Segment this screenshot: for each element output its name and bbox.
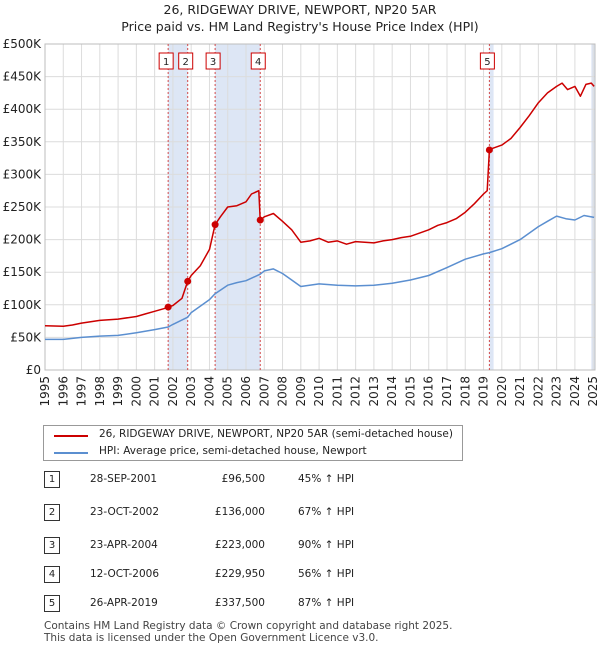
x-tick-label: 2018 — [458, 376, 472, 407]
table-row: 5 26-APR-2019 £337,500 87% ↑ HPI — [0, 594, 600, 614]
x-tick-label: 2020 — [495, 376, 509, 407]
sale-label-number: 1 — [163, 57, 169, 68]
y-tick-label: £200K — [3, 233, 43, 247]
y-tick-label: £300K — [3, 167, 43, 181]
table-row: 3 23-APR-2004 £223,000 90% ↑ HPI — [0, 536, 600, 556]
sale-label-number: 2 — [183, 57, 189, 68]
x-tick-label: 2010 — [312, 376, 326, 407]
x-tick-label: 2012 — [349, 376, 363, 407]
x-tick-label: 1997 — [75, 376, 89, 407]
sale-hpi-change: 45% ↑ HPI — [298, 473, 355, 485]
x-tick-label: 2002 — [166, 376, 180, 407]
sale-date: 26-APR-2019 — [90, 597, 158, 609]
footer-copyright: Contains HM Land Registry data © Crown c… — [44, 620, 453, 632]
sale-label-box — [158, 52, 174, 70]
x-tick-label: 1996 — [56, 376, 70, 407]
y-tick-label: £250K — [3, 200, 43, 214]
table-row: 2 23-OCT-2002 £136,000 67% ↑ HPI — [0, 503, 600, 523]
x-tick-label: 1999 — [111, 376, 125, 407]
hpi-line — [45, 214, 595, 341]
legend-property-label: 26, RIDGEWAY DRIVE, NEWPORT, NP20 5AR (s… — [99, 428, 453, 440]
sale-date: 23-APR-2004 — [90, 539, 158, 551]
sale-label-box — [178, 52, 194, 70]
table-row: 1 28-SEP-2001 £96,500 45% ↑ HPI — [0, 470, 600, 490]
x-tick-label: 2016 — [422, 376, 436, 407]
legend-property-swatch — [54, 435, 88, 437]
sale-hpi-change: 56% ↑ HPI — [298, 568, 355, 580]
sale-number: 1 — [44, 471, 60, 488]
plot-area: £0 £50K £100K £150K £200K £250K £300K £350K £400… — [3, 37, 600, 407]
sale-hpi-change: 67% ↑ HPI — [298, 506, 355, 518]
sale-point — [164, 303, 172, 311]
x-tick-label: 2023 — [550, 376, 564, 407]
plot-border — [44, 43, 596, 371]
x-tick-label: 2014 — [385, 376, 399, 407]
sale-point — [211, 221, 219, 229]
x-tick-label: 2007 — [257, 376, 271, 407]
sale-number: 2 — [44, 504, 60, 521]
x-tick-label: 2001 — [148, 376, 162, 407]
sale-date: 28-SEP-2001 — [90, 473, 158, 485]
y-tick-label: £0 — [26, 363, 41, 377]
legend: 26, RIDGEWAY DRIVE, NEWPORT, NP20 5AR (s… — [43, 425, 463, 461]
sale-number: 4 — [44, 566, 60, 583]
price-chart: 26, RIDGEWAY DRIVE, NEWPORT, NP20 5AR Pr… — [3, 2, 600, 407]
sale-label-number: 5 — [484, 57, 490, 68]
x-tick-label: 1998 — [93, 376, 107, 407]
sale-label-box — [205, 52, 221, 70]
legend-hpi-label: HPI: Average price, semi-detached house,… — [99, 445, 367, 457]
sale-label-number: 3 — [210, 57, 216, 68]
y-tick-label: £150K — [3, 265, 43, 279]
x-tick-label: 2024 — [568, 376, 582, 407]
sale-price: £337,500 — [214, 597, 265, 609]
x-tick-label: 2003 — [184, 376, 198, 407]
y-tick-label: £350K — [3, 135, 43, 149]
sale-date: 23-OCT-2002 — [90, 506, 159, 518]
sale-price: £229,950 — [214, 568, 265, 580]
x-tick-label: 2022 — [531, 376, 545, 407]
sale-hpi-change: 87% ↑ HPI — [298, 597, 355, 609]
sale-point — [485, 146, 493, 154]
x-tick-label: 2011 — [330, 376, 344, 407]
x-tick-label: 2006 — [239, 376, 253, 407]
sale-point — [184, 277, 192, 285]
footer-license: This data is licensed under the Open Gov… — [44, 632, 379, 644]
sale-date: 12-OCT-2006 — [90, 568, 159, 580]
footer-attribution: Contains HM Land Registry data © Crown c… — [44, 620, 452, 644]
property-price-line — [44, 82, 595, 328]
x-tick-label: 2005 — [221, 376, 235, 407]
sale-price: £136,000 — [214, 506, 265, 518]
x-tick-label: 2000 — [129, 376, 143, 407]
sale-price: £223,000 — [214, 539, 265, 551]
y-tick-label: £450K — [3, 70, 43, 84]
x-tick-label: 2008 — [276, 376, 290, 407]
x-tick-label: 2019 — [477, 376, 491, 407]
x-tick-label: 2015 — [403, 376, 417, 407]
y-tick-label: £500K — [3, 37, 43, 51]
sale-label-number: 4 — [255, 57, 261, 68]
x-tick-label: 2025 — [586, 376, 600, 407]
y-tick-label: £100K — [3, 298, 43, 312]
chart-title: 26, RIDGEWAY DRIVE, NEWPORT, NP20 5AR — [164, 2, 437, 17]
x-tick-label: 2004 — [202, 376, 216, 407]
x-tick-label: 2021 — [513, 376, 527, 407]
sale-number: 5 — [44, 595, 60, 612]
x-tick-label: 2017 — [440, 376, 454, 407]
x-tick-label: 1995 — [38, 376, 52, 407]
y-tick-label: £400K — [3, 102, 43, 116]
legend-hpi-swatch — [54, 452, 88, 454]
table-row: 4 12-OCT-2006 £229,950 56% ↑ HPI — [0, 565, 600, 585]
sale-point — [256, 216, 264, 224]
x-tick-label: 2009 — [294, 376, 308, 407]
chart-subtitle: Price paid vs. HM Land Registry's House … — [121, 19, 478, 34]
sale-hpi-change: 90% ↑ HPI — [298, 539, 355, 551]
sale-label-box — [479, 52, 495, 70]
sale-label-box — [250, 52, 266, 70]
sale-price: £96,500 — [221, 473, 265, 485]
sale-number: 3 — [44, 537, 60, 554]
y-tick-label: £50K — [10, 330, 42, 344]
x-tick-label: 2013 — [367, 376, 381, 407]
